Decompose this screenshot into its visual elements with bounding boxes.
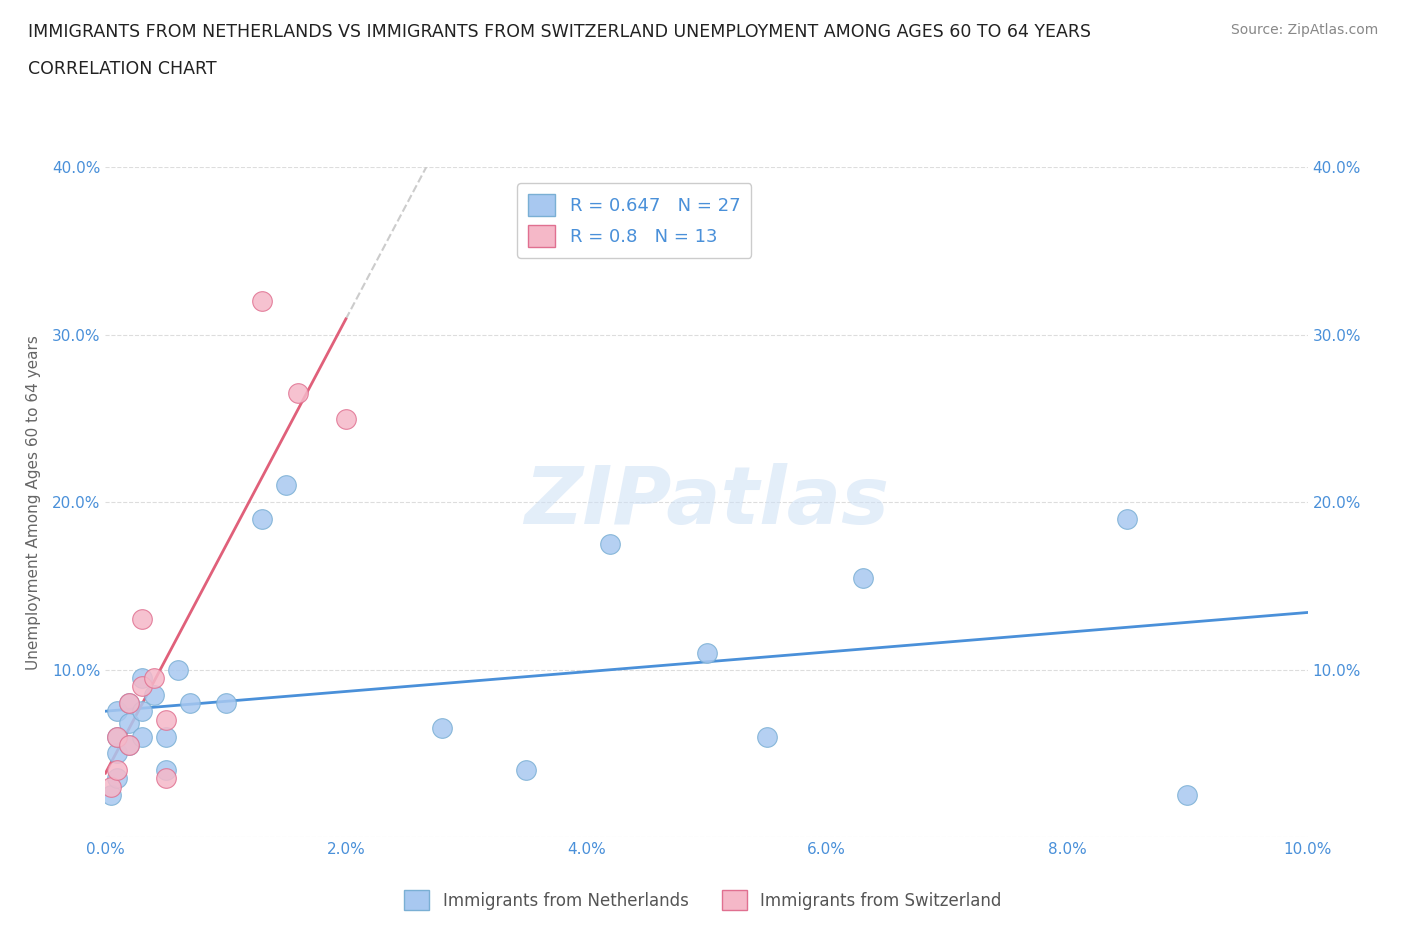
Point xyxy=(107,746,129,761)
Point xyxy=(100,788,122,803)
Point xyxy=(155,729,177,744)
Text: IMMIGRANTS FROM NETHERLANDS VS IMMIGRANTS FROM SWITZERLAND UNEMPLOYMENT AMONG AG: IMMIGRANTS FROM NETHERLANDS VS IMMIGRANT… xyxy=(28,23,1091,41)
Point xyxy=(107,729,129,744)
Point xyxy=(155,763,177,777)
Point xyxy=(430,721,453,736)
Point xyxy=(131,704,153,719)
Point xyxy=(214,696,236,711)
Point xyxy=(142,687,165,702)
Point xyxy=(118,696,141,711)
Point xyxy=(107,704,129,719)
Point xyxy=(131,612,153,627)
Point xyxy=(599,537,621,551)
Point xyxy=(696,645,718,660)
Legend: Immigrants from Netherlands, Immigrants from Switzerland: Immigrants from Netherlands, Immigrants … xyxy=(398,884,1008,917)
Point xyxy=(166,662,188,677)
Text: CORRELATION CHART: CORRELATION CHART xyxy=(28,60,217,78)
Point xyxy=(250,512,273,526)
Point xyxy=(131,671,153,685)
Y-axis label: Unemployment Among Ages 60 to 64 years: Unemployment Among Ages 60 to 64 years xyxy=(25,335,41,670)
Point xyxy=(131,679,153,694)
Point xyxy=(274,478,297,493)
Point xyxy=(118,696,141,711)
Point xyxy=(755,729,778,744)
Point xyxy=(118,737,141,752)
Point xyxy=(515,763,537,777)
Point xyxy=(107,729,129,744)
Point xyxy=(118,737,141,752)
Point xyxy=(335,411,357,426)
Point xyxy=(155,712,177,727)
Legend: R = 0.647   N = 27, R = 0.8   N = 13: R = 0.647 N = 27, R = 0.8 N = 13 xyxy=(517,183,751,258)
Point xyxy=(250,294,273,309)
Point xyxy=(287,386,309,401)
Point xyxy=(1175,788,1198,803)
Text: ZIPatlas: ZIPatlas xyxy=(524,463,889,541)
Point xyxy=(107,763,129,777)
Point xyxy=(118,716,141,731)
Point xyxy=(107,771,129,786)
Point xyxy=(155,771,177,786)
Point xyxy=(852,570,875,585)
Point xyxy=(100,779,122,794)
Point xyxy=(142,671,165,685)
Point xyxy=(179,696,201,711)
Point xyxy=(131,729,153,744)
Point xyxy=(1116,512,1139,526)
Text: Source: ZipAtlas.com: Source: ZipAtlas.com xyxy=(1230,23,1378,37)
